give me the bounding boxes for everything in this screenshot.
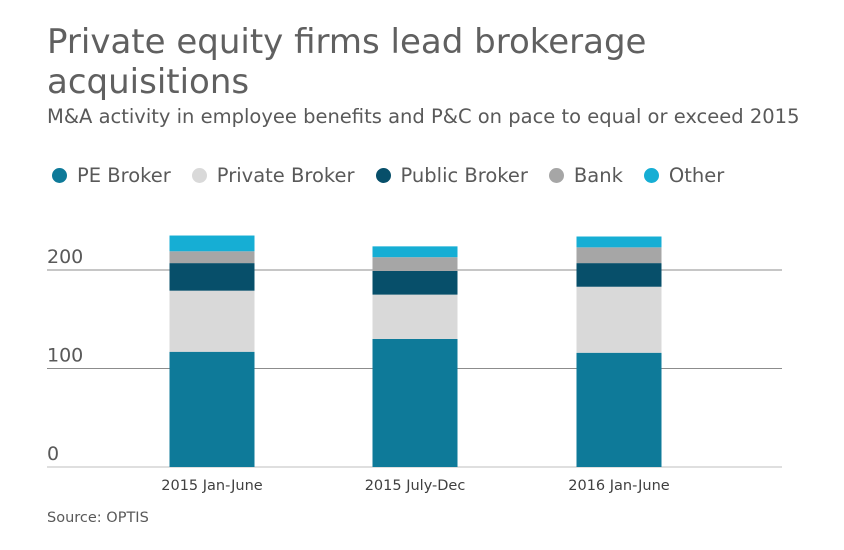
y-tick-label: 100 <box>47 345 83 367</box>
legend-label-bank: Bank <box>573 164 623 187</box>
bar-other-2015-july-dec <box>372 246 458 258</box>
bar-pe-broker-2016-jan-june <box>576 352 662 467</box>
bar-private-broker-2015-jan-june <box>169 290 255 352</box>
legend-swatch-bank <box>548 168 564 183</box>
legend-swatch-other <box>643 168 659 183</box>
chart-subtitle: M&A activity in employee benefits and P&… <box>47 105 800 128</box>
bar-other-2016-jan-june <box>576 236 662 248</box>
legend-label-private-broker: Private Broker <box>216 164 355 187</box>
bar-pe-broker-2015-jan-june <box>169 351 255 467</box>
bar-public-broker-2016-jan-june <box>576 263 662 287</box>
source-note: Source: OPTIS <box>47 510 149 526</box>
x-tick-label: 2015 July-Dec <box>365 478 466 494</box>
legend-label-pe-broker: PE Broker <box>77 164 171 187</box>
y-tick-label: 0 <box>47 443 59 465</box>
bar-bank-2015-july-dec <box>372 257 458 271</box>
bar-bank-2015-jan-june <box>169 251 255 264</box>
legend-item-pe-broker: PE Broker <box>52 164 171 187</box>
bar-public-broker-2015-july-dec <box>372 270 458 295</box>
bar-other-2015-jan-june <box>169 235 255 252</box>
x-tick-label: 2016 Jan-June <box>568 478 670 494</box>
legend-item-bank: Bank <box>548 164 623 187</box>
legend-label-public-broker: Public Broker <box>400 164 528 187</box>
bar-pe-broker-2015-july-dec <box>372 338 458 467</box>
bar-bank-2016-jan-june <box>576 247 662 264</box>
legend-label-other: Other <box>668 164 725 187</box>
bar-public-broker-2015-jan-june <box>169 263 255 291</box>
y-tick-label: 200 <box>47 246 83 268</box>
legend-item-public-broker: Public Broker <box>375 164 528 187</box>
legend-item-other: Other <box>643 164 725 187</box>
legend-swatch-public-broker <box>375 168 391 183</box>
x-tick-label: 2015 Jan-June <box>161 478 263 494</box>
legend-swatch-private-broker <box>191 168 207 183</box>
legend-swatch-pe-broker <box>52 168 67 183</box>
legend: PE Broker Private Broker Public Broker B… <box>52 164 745 187</box>
bar-private-broker-2016-jan-june <box>576 286 662 353</box>
chart-title: Private equity firms lead brokerage acqu… <box>47 22 647 102</box>
bar-private-broker-2015-july-dec <box>372 294 458 339</box>
legend-item-private-broker: Private Broker <box>191 164 355 187</box>
